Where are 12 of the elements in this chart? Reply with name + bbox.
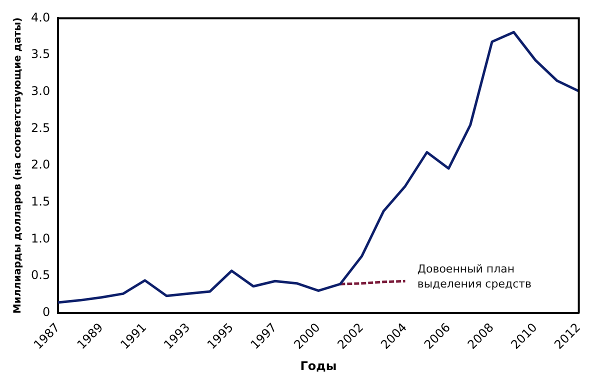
y-tick-label: 0: [42, 304, 50, 319]
y-tick-label: 1.0: [30, 231, 50, 246]
annotation: Довоенный план выделения средств: [417, 262, 532, 290]
y-tick-label: 2.5: [30, 120, 50, 135]
y-tick-label: 3.5: [30, 47, 50, 62]
y-tick-label: 0.5: [30, 268, 50, 282]
y-tick-label: 4.0: [30, 10, 50, 24]
y-tick-label: 3.0: [30, 84, 50, 98]
x-axis-title: Годы: [300, 358, 337, 373]
y-axis-title: Миллиарды долларов (на соответствующие даты): [12, 17, 24, 314]
y-tick-label: 1.5: [30, 194, 50, 208]
y-tick-label: 2.0: [30, 158, 50, 172]
